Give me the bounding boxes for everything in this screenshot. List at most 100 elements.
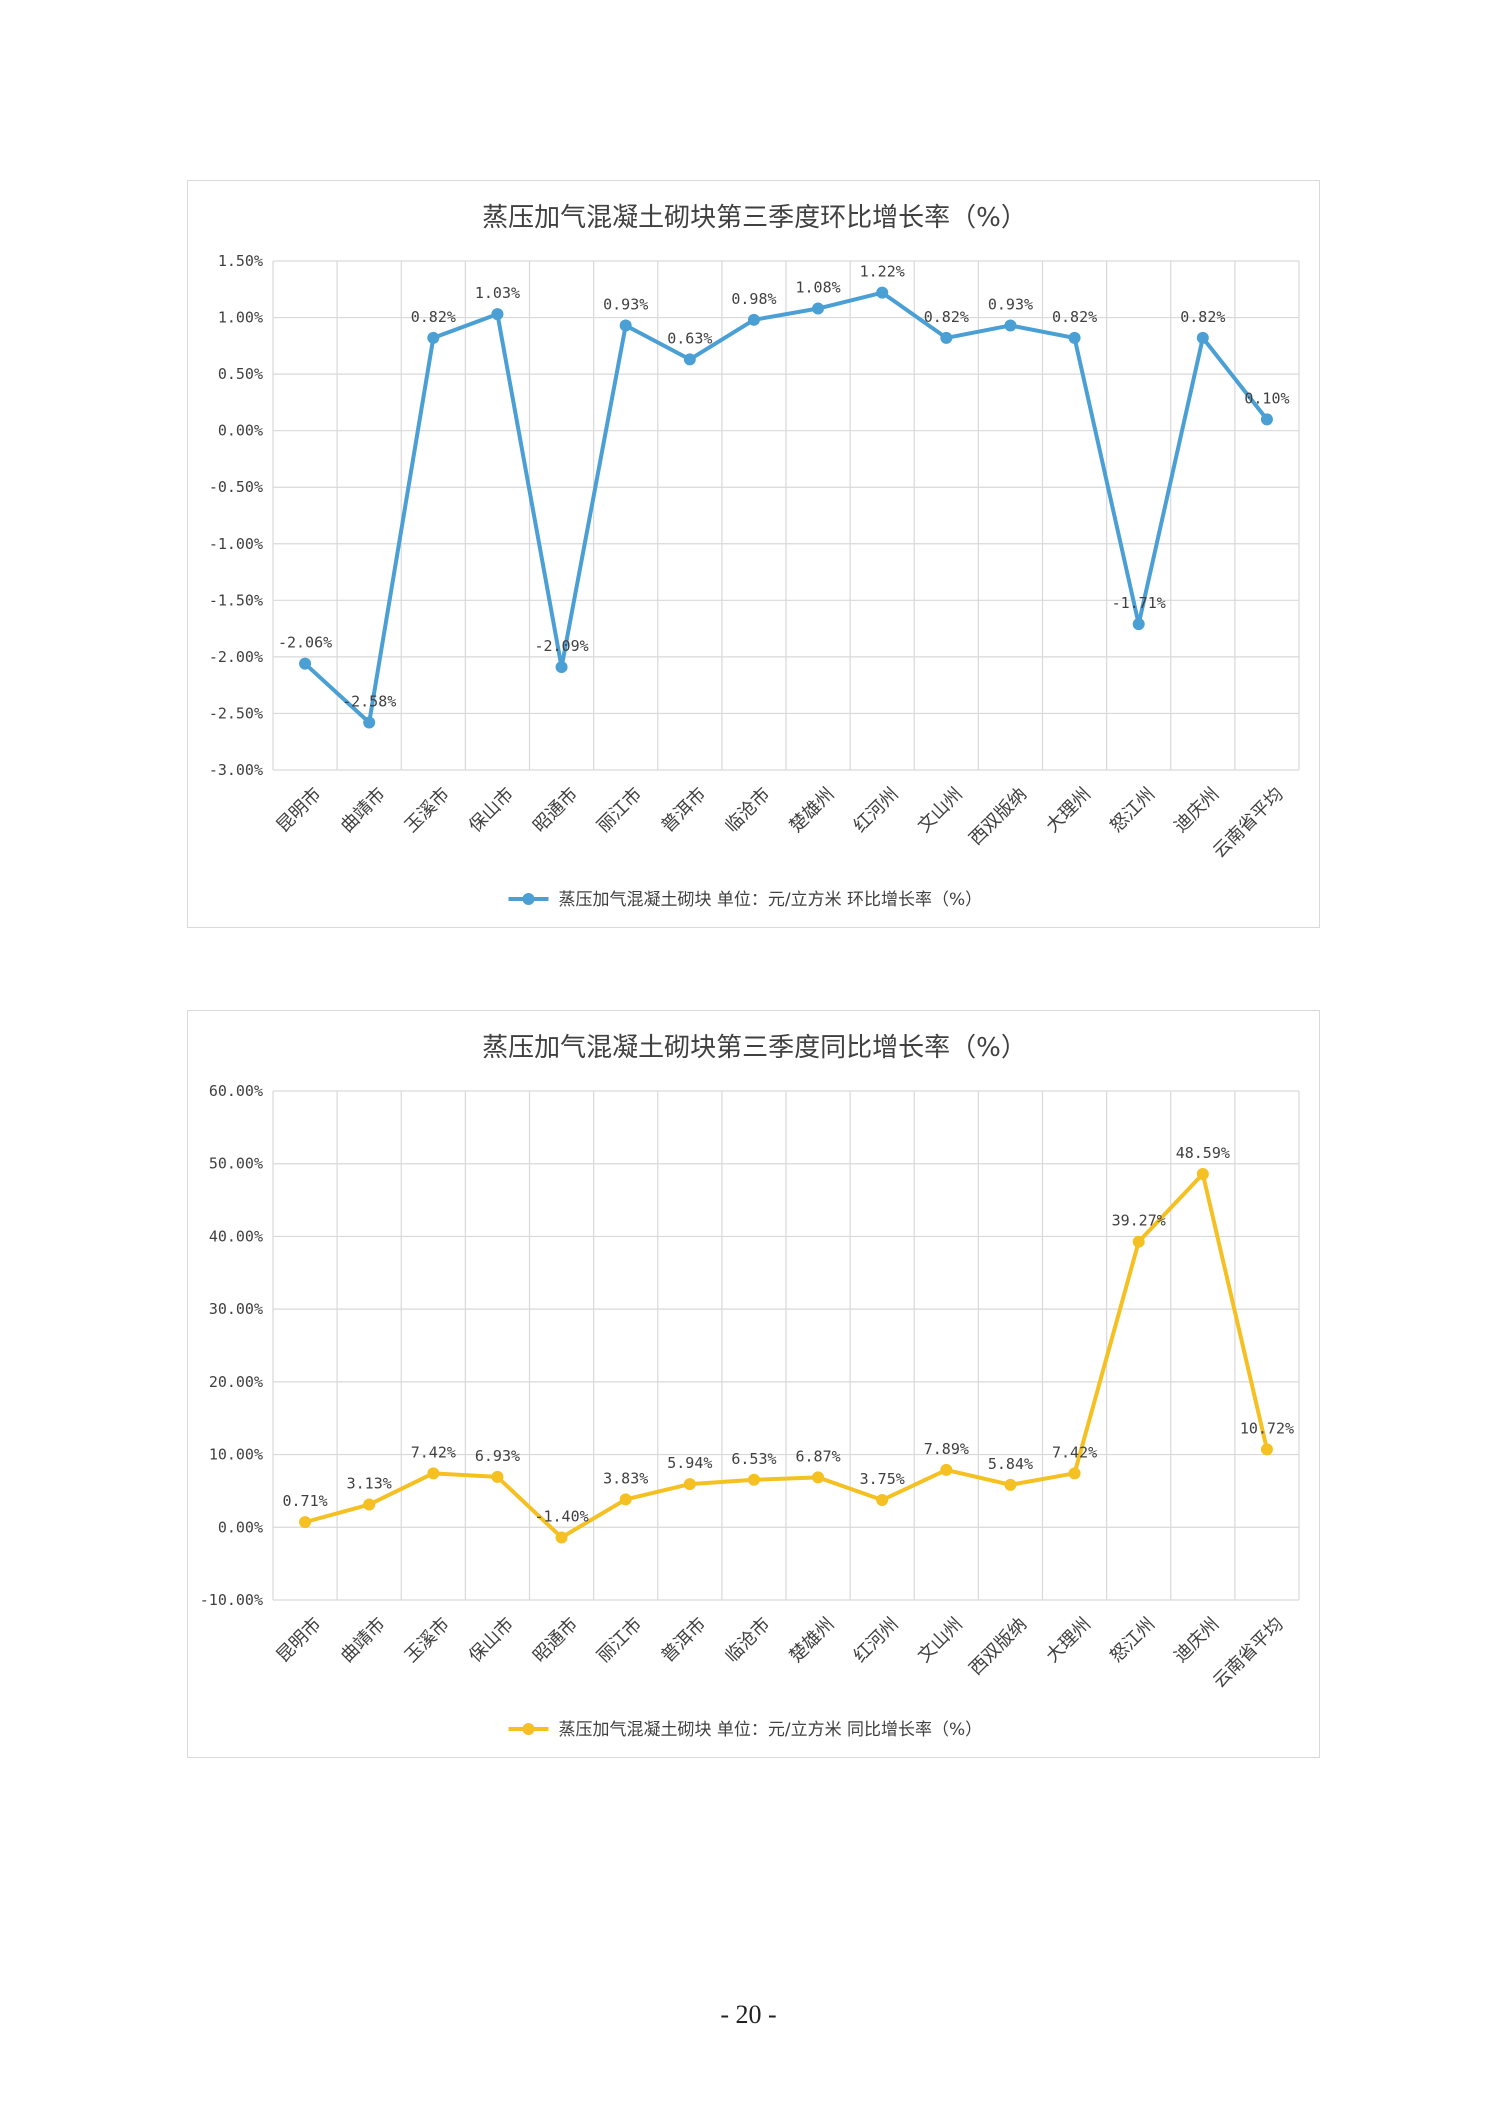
data-point	[619, 1493, 632, 1506]
x-category-label: 昭通市	[529, 1614, 582, 1667]
data-label: 7.89%	[924, 1440, 969, 1458]
y-tick-label: 1.50%	[218, 252, 263, 270]
series-line	[304, 1171, 1269, 1540]
data-point	[491, 1470, 504, 1483]
x-category-label: 云南省平均	[1209, 1614, 1287, 1692]
x-category-label: 曲靖市	[337, 784, 390, 837]
x-category-label: 普洱市	[657, 784, 710, 837]
data-label: 1.08%	[795, 279, 840, 297]
x-category-label: 曲靖市	[337, 1614, 390, 1667]
data-label: 0.82%	[411, 308, 456, 326]
y-tick-label: -2.00%	[209, 648, 263, 666]
data-point	[555, 1531, 568, 1544]
chart-title: 蒸压加气混凝土砌块第三季度同比增长率（%）	[482, 1033, 1027, 1063]
data-point	[812, 302, 825, 315]
data-label: 0.10%	[1244, 389, 1289, 407]
page-number: - 20 -	[720, 2000, 777, 2029]
data-point	[876, 1494, 889, 1507]
data-label: 1.22%	[860, 263, 905, 281]
data-point	[1068, 1467, 1081, 1480]
x-category-label: 红河州	[850, 1614, 903, 1667]
chart-hb: 蒸压加气混凝土砌块第三季度环比增长率（%） 1.50% 1.00% 0.50% 0.00…	[209, 203, 1300, 910]
chart-hb-container: 蒸压加气混凝土砌块第三季度环比增长率（%） 1.50% 1.00% 0.50% 0.00…	[187, 180, 1320, 928]
data-point	[619, 319, 632, 332]
chart-tb-container: 蒸压加气混凝土砌块第三季度同比增长率（%） 60.00% 50.00% 40.00% 3…	[187, 1010, 1320, 1758]
y-tick-label: -3.00%	[209, 761, 263, 779]
x-category-label: 红河州	[850, 784, 903, 837]
data-point	[1004, 319, 1017, 332]
data-label: -2.06%	[278, 634, 332, 652]
data-label: 48.59%	[1176, 1144, 1230, 1162]
data-label: 3.83%	[603, 1469, 648, 1487]
data-label: 0.93%	[988, 295, 1033, 313]
x-category-label: 玉溪市	[401, 784, 454, 837]
y-tick-label: 30.00%	[209, 1300, 263, 1318]
y-tick-label: 0.00%	[218, 422, 263, 440]
legend-marker	[522, 893, 535, 905]
data-point	[427, 331, 440, 344]
x-category-label: 昭通市	[529, 784, 582, 837]
x-category-label: 楚雄州	[786, 1614, 839, 1667]
data-label: -2.09%	[534, 637, 588, 655]
data-point	[491, 308, 504, 321]
y-tick-label: 20.00%	[209, 1373, 263, 1391]
x-category-label: 大理州	[1042, 784, 1095, 837]
x-category-label: 普洱市	[657, 1614, 710, 1667]
data-label: 0.82%	[1180, 308, 1225, 326]
data-label: 0.93%	[603, 295, 648, 313]
data-label: 5.84%	[988, 1455, 1033, 1473]
data-point	[1132, 618, 1145, 631]
y-tick-label: 0.50%	[218, 365, 263, 383]
y-tick-label: -10.00%	[200, 1591, 263, 1609]
data-point	[1196, 331, 1209, 344]
x-category-label: 临沧市	[721, 1614, 774, 1667]
data-point	[812, 1471, 825, 1484]
chart-title: 蒸压加气混凝土砌块第三季度环比增长率（%）	[482, 203, 1027, 233]
y-tick-label: 40.00%	[209, 1227, 263, 1245]
x-category-label: 西双版纳	[965, 784, 1031, 850]
x-category-label: 迪庆州	[1170, 784, 1223, 837]
x-category-label: 西双版纳	[965, 1614, 1031, 1680]
x-category-label: 保山市	[465, 1614, 518, 1667]
x-category-label: 临沧市	[721, 784, 774, 837]
y-tick-label: 1.00%	[218, 309, 263, 327]
data-point	[747, 1473, 760, 1486]
y-tick-label: -2.50%	[209, 704, 263, 722]
data-point	[1196, 1167, 1209, 1180]
data-label: 0.82%	[924, 308, 969, 326]
x-category-label: 迪庆州	[1170, 1614, 1223, 1667]
y-tick-label: -1.50%	[209, 591, 263, 609]
series-line	[303, 290, 1269, 725]
legend-label: 蒸压加气混凝土砌块 单位：元/立方米 同比增长率（%）	[559, 1720, 983, 1740]
data-label: 5.94%	[667, 1454, 712, 1472]
x-category-label: 怒江州	[1106, 784, 1159, 837]
x-category-label: 楚雄州	[786, 784, 839, 837]
data-point	[683, 353, 696, 366]
x-category-label: 保山市	[465, 784, 518, 837]
data-point	[427, 1467, 440, 1480]
data-point	[1260, 413, 1273, 426]
data-point	[1260, 1443, 1273, 1456]
data-label: -2.58%	[342, 692, 396, 710]
data-point	[747, 313, 760, 326]
data-point	[363, 1498, 376, 1511]
data-label: 0.63%	[667, 329, 712, 347]
data-label: 7.42%	[411, 1443, 456, 1461]
data-label: 6.53%	[731, 1450, 776, 1468]
x-category-label: 大理州	[1042, 1614, 1095, 1667]
x-category-label: 丽江市	[593, 1614, 646, 1667]
data-label: 6.87%	[795, 1447, 840, 1465]
y-tick-label: 60.00%	[209, 1082, 263, 1100]
data-label: 0.71%	[282, 1492, 327, 1510]
data-point	[299, 657, 312, 670]
x-category-label: 昆明市	[273, 1614, 326, 1667]
x-category-label: 云南省平均	[1209, 784, 1287, 862]
data-point	[876, 286, 889, 299]
y-tick-label: -1.00%	[209, 535, 263, 553]
data-label: 6.93%	[475, 1447, 520, 1465]
x-category-label: 昆明市	[273, 784, 326, 837]
data-label: 7.42%	[1052, 1443, 1097, 1461]
data-label: 3.13%	[347, 1475, 392, 1493]
data-label: 0.98%	[731, 290, 776, 308]
data-label: 1.03%	[475, 284, 520, 302]
